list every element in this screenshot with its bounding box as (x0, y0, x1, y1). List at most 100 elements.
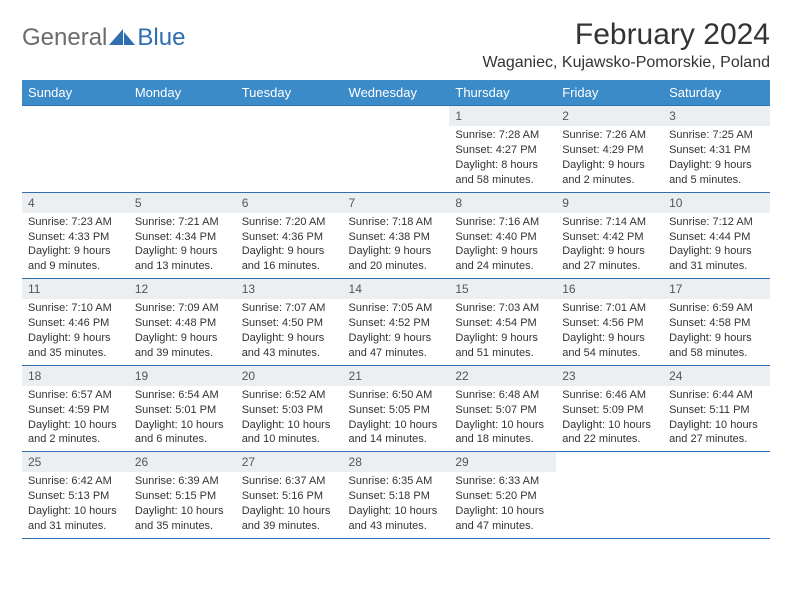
sunrise-text: Sunrise: 6:39 AM (135, 474, 230, 489)
calendar-cell: 25Sunrise: 6:42 AMSunset: 5:13 PMDayligh… (22, 451, 129, 538)
sunset-text: Sunset: 4:46 PM (28, 316, 123, 331)
sunset-text: Sunset: 4:59 PM (28, 403, 123, 418)
calendar-cell: 19Sunrise: 6:54 AMSunset: 5:01 PMDayligh… (129, 365, 236, 452)
daylight-text: Daylight: 10 hours and 22 minutes. (562, 418, 657, 448)
sunset-text: Sunset: 4:54 PM (455, 316, 550, 331)
day-number: 4 (22, 192, 129, 213)
daylight-text: Daylight: 10 hours and 39 minutes. (242, 504, 337, 534)
calendar-cell: 26Sunrise: 6:39 AMSunset: 5:15 PMDayligh… (129, 451, 236, 538)
day-number: 28 (343, 451, 450, 472)
logo: General Blue (22, 24, 185, 52)
page-title: February 2024 (482, 18, 770, 52)
empty-day (22, 105, 129, 126)
day-number: 3 (663, 105, 770, 126)
sunset-text: Sunset: 4:48 PM (135, 316, 230, 331)
sunrise-text: Sunrise: 7:12 AM (669, 215, 764, 230)
calendar-cell (22, 105, 129, 192)
calendar-cell: 5Sunrise: 7:21 AMSunset: 4:34 PMDaylight… (129, 192, 236, 279)
day-content: Sunrise: 6:52 AMSunset: 5:03 PMDaylight:… (236, 386, 343, 451)
day-content: Sunrise: 6:37 AMSunset: 5:16 PMDaylight:… (236, 472, 343, 537)
col-monday: Monday (129, 80, 236, 105)
calendar-cell: 11Sunrise: 7:10 AMSunset: 4:46 PMDayligh… (22, 278, 129, 365)
day-number: 12 (129, 278, 236, 299)
calendar-cell: 12Sunrise: 7:09 AMSunset: 4:48 PMDayligh… (129, 278, 236, 365)
day-number: 17 (663, 278, 770, 299)
sunrise-text: Sunrise: 6:46 AM (562, 388, 657, 403)
daylight-text: Daylight: 10 hours and 10 minutes. (242, 418, 337, 448)
calendar-cell: 9Sunrise: 7:14 AMSunset: 4:42 PMDaylight… (556, 192, 663, 279)
day-number: 24 (663, 365, 770, 386)
calendar-cell: 13Sunrise: 7:07 AMSunset: 4:50 PMDayligh… (236, 278, 343, 365)
day-content: Sunrise: 6:54 AMSunset: 5:01 PMDaylight:… (129, 386, 236, 451)
day-content: Sunrise: 7:07 AMSunset: 4:50 PMDaylight:… (236, 299, 343, 364)
calendar-cell: 4Sunrise: 7:23 AMSunset: 4:33 PMDaylight… (22, 192, 129, 279)
calendar-body: 1Sunrise: 7:28 AMSunset: 4:27 PMDaylight… (22, 105, 770, 538)
day-number: 10 (663, 192, 770, 213)
daylight-text: Daylight: 10 hours and 2 minutes. (28, 418, 123, 448)
sunrise-text: Sunrise: 6:59 AM (669, 301, 764, 316)
day-number: 7 (343, 192, 450, 213)
sunset-text: Sunset: 4:50 PM (242, 316, 337, 331)
empty-day (129, 105, 236, 126)
sunrise-text: Sunrise: 7:16 AM (455, 215, 550, 230)
sunset-text: Sunset: 4:38 PM (349, 230, 444, 245)
col-sunday: Sunday (22, 80, 129, 105)
col-tuesday: Tuesday (236, 80, 343, 105)
calendar-cell: 15Sunrise: 7:03 AMSunset: 4:54 PMDayligh… (449, 278, 556, 365)
col-wednesday: Wednesday (343, 80, 450, 105)
calendar-cell (663, 451, 770, 538)
daylight-text: Daylight: 9 hours and 5 minutes. (669, 158, 764, 188)
day-content: Sunrise: 7:01 AMSunset: 4:56 PMDaylight:… (556, 299, 663, 364)
sunrise-text: Sunrise: 6:54 AM (135, 388, 230, 403)
sunset-text: Sunset: 4:31 PM (669, 143, 764, 158)
day-content: Sunrise: 6:59 AMSunset: 4:58 PMDaylight:… (663, 299, 770, 364)
sunset-text: Sunset: 4:52 PM (349, 316, 444, 331)
day-number: 25 (22, 451, 129, 472)
day-number: 11 (22, 278, 129, 299)
sunset-text: Sunset: 4:40 PM (455, 230, 550, 245)
day-number: 5 (129, 192, 236, 213)
calendar-cell: 17Sunrise: 6:59 AMSunset: 4:58 PMDayligh… (663, 278, 770, 365)
sunset-text: Sunset: 5:01 PM (135, 403, 230, 418)
daylight-text: Daylight: 10 hours and 43 minutes. (349, 504, 444, 534)
col-friday: Friday (556, 80, 663, 105)
sunset-text: Sunset: 4:33 PM (28, 230, 123, 245)
calendar-cell: 1Sunrise: 7:28 AMSunset: 4:27 PMDaylight… (449, 105, 556, 192)
calendar-cell: 6Sunrise: 7:20 AMSunset: 4:36 PMDaylight… (236, 192, 343, 279)
day-number: 13 (236, 278, 343, 299)
daylight-text: Daylight: 9 hours and 54 minutes. (562, 331, 657, 361)
daylight-text: Daylight: 10 hours and 47 minutes. (455, 504, 550, 534)
sunrise-text: Sunrise: 7:07 AM (242, 301, 337, 316)
sunrise-text: Sunrise: 6:50 AM (349, 388, 444, 403)
sunset-text: Sunset: 5:07 PM (455, 403, 550, 418)
daylight-text: Daylight: 9 hours and 47 minutes. (349, 331, 444, 361)
sunrise-text: Sunrise: 6:42 AM (28, 474, 123, 489)
sunrise-text: Sunrise: 7:18 AM (349, 215, 444, 230)
day-content: Sunrise: 7:10 AMSunset: 4:46 PMDaylight:… (22, 299, 129, 364)
logo-text-general: General (22, 24, 107, 52)
sunset-text: Sunset: 5:15 PM (135, 489, 230, 504)
daylight-text: Daylight: 9 hours and 31 minutes. (669, 244, 764, 274)
sunset-text: Sunset: 4:27 PM (455, 143, 550, 158)
calendar-cell: 24Sunrise: 6:44 AMSunset: 5:11 PMDayligh… (663, 365, 770, 452)
day-number: 22 (449, 365, 556, 386)
calendar-week-row: 25Sunrise: 6:42 AMSunset: 5:13 PMDayligh… (22, 451, 770, 538)
calendar-cell: 8Sunrise: 7:16 AMSunset: 4:40 PMDaylight… (449, 192, 556, 279)
calendar-cell: 10Sunrise: 7:12 AMSunset: 4:44 PMDayligh… (663, 192, 770, 279)
sunrise-text: Sunrise: 7:05 AM (349, 301, 444, 316)
sunrise-text: Sunrise: 7:03 AM (455, 301, 550, 316)
calendar-cell: 14Sunrise: 7:05 AMSunset: 4:52 PMDayligh… (343, 278, 450, 365)
sunrise-text: Sunrise: 7:25 AM (669, 128, 764, 143)
day-content: Sunrise: 6:39 AMSunset: 5:15 PMDaylight:… (129, 472, 236, 537)
empty-day (236, 105, 343, 126)
day-number: 2 (556, 105, 663, 126)
day-content: Sunrise: 6:46 AMSunset: 5:09 PMDaylight:… (556, 386, 663, 451)
sunrise-text: Sunrise: 6:44 AM (669, 388, 764, 403)
day-content: Sunrise: 6:42 AMSunset: 5:13 PMDaylight:… (22, 472, 129, 537)
sunrise-text: Sunrise: 7:09 AM (135, 301, 230, 316)
sunset-text: Sunset: 4:56 PM (562, 316, 657, 331)
day-content: Sunrise: 7:14 AMSunset: 4:42 PMDaylight:… (556, 213, 663, 278)
sunset-text: Sunset: 5:13 PM (28, 489, 123, 504)
sunset-text: Sunset: 4:29 PM (562, 143, 657, 158)
day-content: Sunrise: 7:26 AMSunset: 4:29 PMDaylight:… (556, 126, 663, 191)
